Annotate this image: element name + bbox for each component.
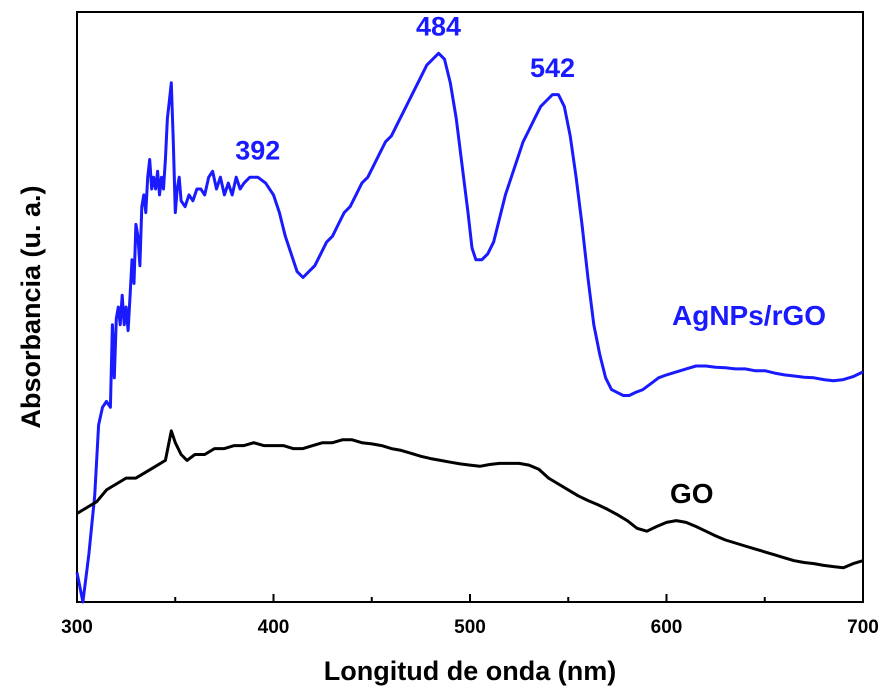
series-line-go xyxy=(76,429,864,570)
x-tick-label: 500 xyxy=(454,617,486,638)
peak-label-542: 542 xyxy=(530,53,575,83)
series-lines xyxy=(75,51,864,604)
x-axis-title: Longitud de onda (nm) xyxy=(324,656,616,686)
series-line-agnps-rgo xyxy=(75,51,864,604)
x-tick-label: 700 xyxy=(847,617,879,638)
x-tick-label: 300 xyxy=(61,617,93,638)
peak-annotations: 392 484 542 xyxy=(235,12,575,166)
x-axis-ticks xyxy=(76,594,864,602)
peak-label-392: 392 xyxy=(235,135,280,165)
series-label-agnps-rgo: AgNPs/rGO xyxy=(672,300,826,331)
x-tick-label: 600 xyxy=(651,617,683,638)
x-tick-label: 400 xyxy=(258,617,290,638)
series-label-go: GO xyxy=(670,478,714,509)
y-axis-title: Absorbancia (u. a.) xyxy=(16,185,46,428)
x-axis-tick-labels: 300 400 500 600 700 xyxy=(61,617,879,638)
peak-label-484: 484 xyxy=(416,12,461,42)
